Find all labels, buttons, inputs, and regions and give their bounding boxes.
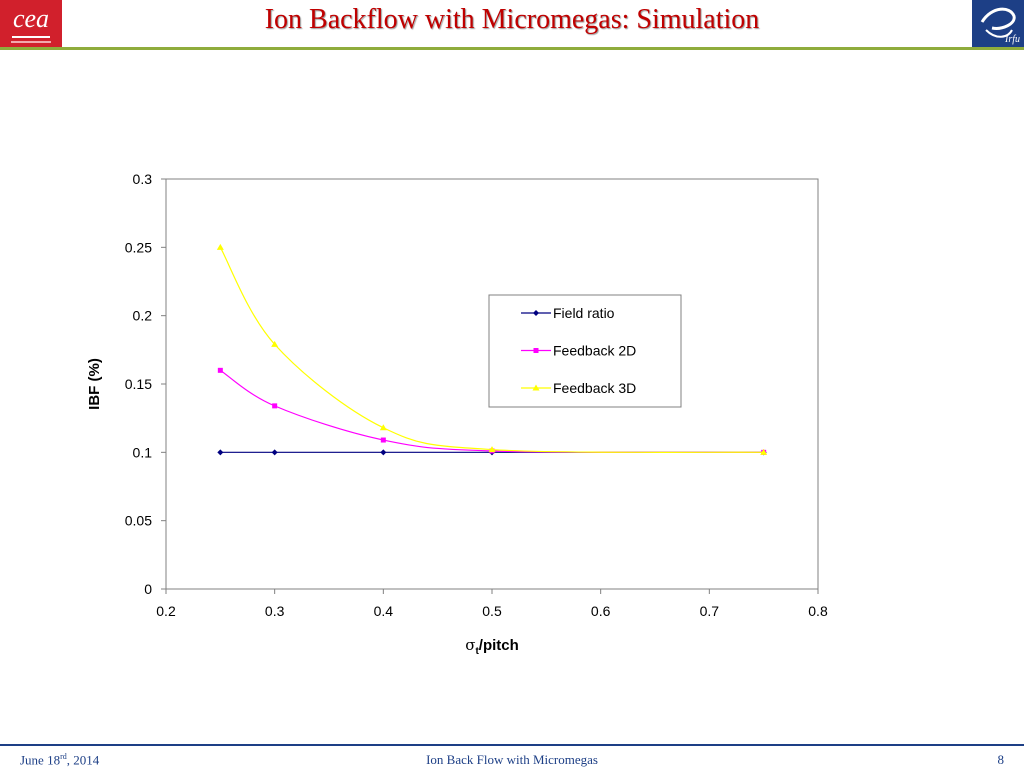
data-point-series-3 [216, 243, 224, 250]
y-tick-label: 0.25 [125, 239, 152, 255]
x-tick-label: 0.5 [482, 603, 502, 619]
cea-logo-underline [12, 36, 50, 38]
footer-rule [0, 744, 1024, 746]
cea-logo-tagline [11, 41, 51, 43]
legend-marker-3 [532, 384, 540, 391]
legend-label-2: Feedback 2D [553, 343, 636, 359]
x-tick-label: 0.4 [374, 603, 394, 619]
slide-header: cea Ion Backflow with Micromegas: Simula… [0, 0, 1024, 50]
footer-date: June 18rd, 2014 [20, 752, 99, 768]
data-point-series-3 [488, 446, 496, 453]
legend-marker-1 [533, 310, 539, 316]
data-point-series-3 [271, 340, 279, 347]
data-point-series-2 [272, 403, 278, 409]
data-point-series-2 [380, 437, 386, 443]
x-tick-label: 0.8 [808, 603, 828, 619]
x-tick-label: 0.6 [591, 603, 611, 619]
slide-footer: June 18rd, 2014 Ion Back Flow with Micro… [0, 750, 1024, 768]
y-tick-label: 0.1 [133, 444, 153, 460]
page-number: 8 [997, 752, 1005, 767]
data-point-series-1 [380, 449, 387, 456]
x-tick-label: 0.7 [700, 603, 720, 619]
y-tick-label: 0.3 [133, 171, 153, 187]
slide-title: Ion Backflow with Micromegas: Simulation [264, 4, 760, 35]
cea-logo: cea [0, 0, 62, 47]
cea-logo-text: cea [12, 4, 50, 33]
data-point-series-3 [379, 424, 387, 431]
x-tick-label: 0.3 [265, 603, 285, 619]
data-point-series-1 [217, 449, 224, 456]
y-tick-label: 0.2 [133, 308, 153, 324]
legend-marker-2 [533, 348, 539, 353]
series-line-3 [219, 247, 764, 453]
chart-container: 0 0.05 0.1 0.15 0.2 0.25 0.3 0.2 0.3 0.4 0.5 0.6 0.7… [86, 171, 828, 657]
footer-date-suffix: , 2014 [66, 752, 100, 768]
y-axis-label: IBF (%) [86, 358, 103, 410]
irfu-logo-text: Irfu [1005, 34, 1020, 45]
data-point-series-2 [217, 367, 223, 373]
data-point-series-1 [271, 449, 278, 456]
data-point-series-3 [760, 448, 768, 455]
x-tick-label: 0.2 [156, 603, 176, 619]
y-tick-label: 0 [144, 581, 152, 597]
footer-date-prefix: June 18 [20, 752, 61, 768]
legend-label-1: Field ratio [553, 305, 615, 321]
x-axis-label: σt/pitch [465, 636, 519, 657]
y-tick-label: 0.05 [125, 513, 152, 529]
ibf-chart: 0 0.05 0.1 0.15 0.2 0.25 0.3 0.2 0.3 0.4 0.5 0.6 0.7… [86, 171, 828, 657]
footer-date-sup: rd [60, 752, 67, 761]
y-tick-label: 0.15 [125, 376, 152, 392]
header-rule [0, 47, 1024, 50]
footer-center-text: Ion Back Flow with Micromegas [426, 752, 598, 767]
irfu-logo-icon [980, 7, 1016, 38]
legend-label-3: Feedback 3D [553, 380, 636, 396]
irfu-logo: Irfu [972, 0, 1024, 48]
